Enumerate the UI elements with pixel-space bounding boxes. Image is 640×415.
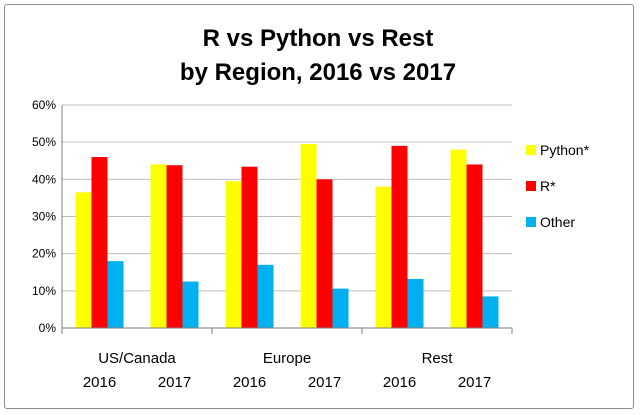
x-year-label: 2017 — [158, 374, 191, 391]
chart-title-line-2: by Region, 2016 vs 2017 — [180, 59, 456, 86]
bar-other — [182, 281, 199, 328]
bar-r — [241, 166, 258, 328]
legend-label: Python* — [540, 142, 590, 158]
x-year-label: 2016 — [83, 374, 116, 391]
bar-r — [91, 157, 108, 328]
y-tick-label: 30% — [32, 210, 56, 224]
legend-label: Other — [540, 214, 575, 230]
bar-python — [450, 149, 467, 328]
bar-python — [75, 192, 92, 328]
bar-other — [107, 261, 124, 328]
y-tick-label: 20% — [32, 247, 56, 261]
legend-label: R* — [540, 178, 556, 194]
legend-swatch — [526, 217, 536, 227]
bar-r — [466, 164, 483, 328]
bar-python — [225, 181, 242, 328]
bar-other — [257, 264, 274, 328]
bar-r — [316, 179, 333, 328]
legend-swatch — [526, 145, 536, 155]
bar-python — [150, 164, 167, 328]
y-tick-label: 40% — [32, 172, 56, 186]
x-year-label: 2017 — [458, 374, 491, 391]
bar-other — [332, 288, 349, 328]
bar-other — [482, 296, 499, 328]
x-year-label: 2017 — [308, 374, 341, 391]
y-tick-label: 60% — [32, 98, 56, 112]
bar-r — [166, 165, 183, 328]
bar-python — [300, 144, 317, 328]
y-tick-label: 0% — [39, 321, 57, 335]
bar-python — [375, 186, 392, 328]
legend-swatch — [526, 181, 536, 191]
y-tick-label: 50% — [32, 135, 56, 149]
x-year-label: 2016 — [233, 374, 266, 391]
y-tick-label: 10% — [32, 284, 56, 298]
chart-title-line-1: R vs Python vs Rest — [203, 25, 434, 52]
x-year-label: 2016 — [383, 374, 416, 391]
x-group-label: Rest — [422, 350, 454, 367]
x-group-label: US/Canada — [98, 350, 176, 367]
bar-r — [391, 145, 408, 328]
x-group-label: Europe — [263, 350, 311, 367]
bar-other — [407, 278, 424, 328]
